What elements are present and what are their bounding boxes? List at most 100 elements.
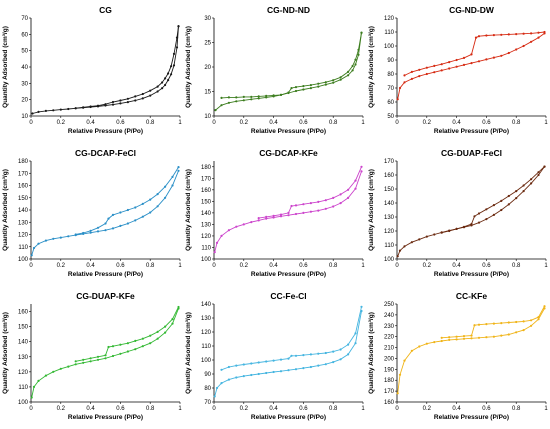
data-point [156,330,159,333]
isotherm-panel: CG-DUAP-KFe 100 110 120 130 140 150 160 0 0.2 0.4 0… [0,286,182,429]
y-tick-label: 25 [204,41,211,47]
data-point [339,78,342,81]
data-point [294,86,298,89]
data-point [339,348,342,351]
y-axis-label: Quantity Adsorbed (cm³/g) [2,26,9,108]
data-point [134,348,137,351]
data-point [347,188,350,191]
data-point [515,48,518,51]
data-point [119,343,122,346]
y-tick-label: 100 [384,257,395,263]
y-tick-label: 140 [201,302,212,308]
data-point [175,46,179,49]
data-point [455,335,458,338]
data-point [250,98,253,101]
x-tick-label: 0.8 [146,263,155,269]
data-point [257,217,260,220]
data-point [492,322,495,325]
data-point [149,94,152,97]
data-point [250,362,253,365]
desorption-line [441,305,545,339]
data-point [141,345,144,348]
data-point [492,34,495,37]
data-point [351,64,354,68]
data-point [287,369,290,372]
data-point [37,110,40,113]
data-point [59,236,62,239]
data-point [410,70,413,73]
data-point [171,184,174,187]
data-point [455,338,458,341]
data-point [500,322,503,325]
y-axis-label: Quantity Adsorbed (cm³/g) [2,312,9,394]
data-point [324,351,327,355]
y-axis-label: Quantity Adsorbed (cm³/g) [368,169,375,251]
y-tick-label: 230 [384,324,395,330]
x-tick-label: 1 [361,120,365,126]
data-point [164,325,167,328]
data-point [74,233,77,236]
data-point [220,234,223,237]
data-point [324,83,327,86]
data-point [485,208,488,211]
data-point [543,305,546,308]
data-point [134,206,137,209]
y-tick-label: 160 [384,400,395,406]
data-point [141,215,144,218]
data-point [485,34,488,37]
x-tick-label: 0.4 [86,406,95,412]
x-tick-label: 0 [395,263,399,269]
data-point [164,331,167,334]
y-tick-label: 190 [384,367,395,373]
data-point [290,354,293,357]
data-point [324,207,327,210]
data-point [167,72,170,75]
data-point [515,197,518,200]
data-point [149,89,152,92]
x-tick-label: 0.6 [116,263,125,269]
data-point [507,203,510,206]
data-point [37,242,40,245]
data-point [235,100,238,103]
data-point [149,334,152,337]
data-point [104,229,107,232]
x-tick-label: 0.4 [452,406,461,412]
data-point [82,361,85,364]
x-tick-label: 1 [544,120,548,126]
isotherm-chart: CG-DCAP-KFe 100 110 120 130 140 150 160 170 180 0 0… [185,148,365,278]
data-point [462,337,466,340]
data-point [67,235,70,238]
data-point [492,56,495,59]
data-point [294,354,298,357]
y-tick-label: 40 [21,65,28,71]
data-point [89,105,92,108]
data-point [242,223,245,226]
data-point [332,81,335,84]
data-point [347,353,350,356]
data-point [134,339,137,342]
isotherm-chart: CG-DCAP-FeCl 100 110 120 130 140 150 160 170 180 0… [2,148,182,278]
data-point [470,53,473,56]
x-axis-label: Relative Pressure (P/Po) [251,271,326,278]
x-tick-label: 0 [212,263,216,269]
y-tick-label: 120 [18,233,29,239]
data-point [455,227,458,230]
y-tick-label: 10 [204,114,211,120]
y-tick-label: 120 [201,234,212,240]
adsorption-line [397,33,545,100]
data-point [126,350,129,353]
isotherm-chart: CG-DUAP-KFe 100 110 120 130 140 150 160 0 0.2 0.4 0… [2,291,182,421]
data-point [265,217,268,220]
isotherm-chart: CC-Fe-Cl 70 80 90 100 110 120 130 140 0 0.2 0.4 0.6 0… [185,291,365,421]
data-point [485,58,488,61]
data-point [317,209,320,212]
y-tick-label: 100 [18,257,29,263]
data-point [354,187,357,190]
data-point [317,352,320,355]
data-point [354,332,357,335]
data-point [167,79,170,82]
x-tick-label: 0.2 [240,263,249,269]
data-point [522,320,525,323]
y-tick-label: 30 [21,81,28,87]
